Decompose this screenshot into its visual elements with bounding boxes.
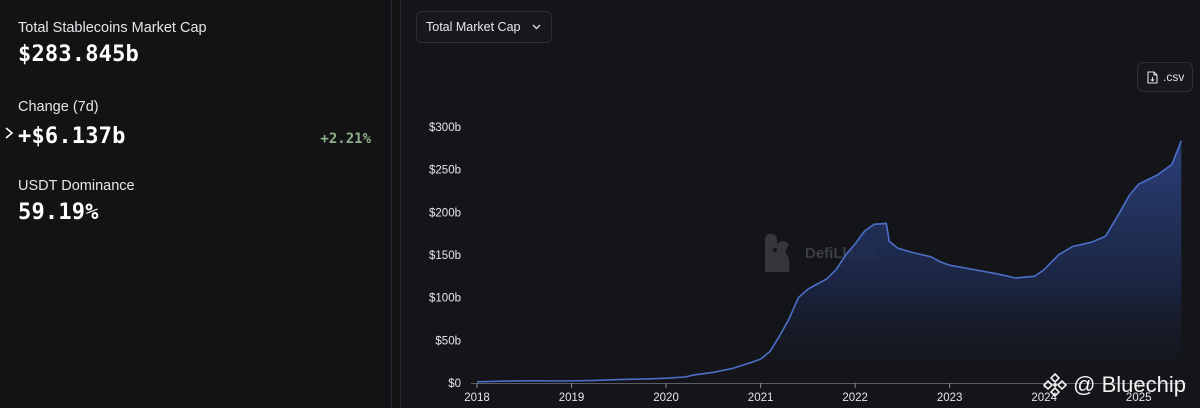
x-tick-label: 2020 [653,392,679,404]
file-icon [1147,70,1158,84]
data-point [760,358,762,360]
x-tick-label: 2024 [1031,392,1057,404]
series-area [477,140,1182,383]
data-point [996,273,998,275]
change-value: +$6.137b [18,124,126,149]
data-point [939,261,941,263]
brand-text: @ Bluechip [1073,372,1186,397]
data-point [589,380,591,382]
data-point [845,254,847,256]
data-point [665,377,667,379]
data-point [1128,194,1130,196]
data-point [797,297,799,299]
data-point [807,288,809,290]
y-tick-label: $0 [448,378,461,390]
data-point [1157,174,1159,176]
data-point [835,269,837,271]
x-tick-label: 2018 [464,392,490,404]
data-point [1034,275,1036,277]
data-point [885,222,887,224]
chart-panel: Total Market Cap .csv $0 $50b $100b $15 [400,0,1200,408]
metric-dropdown[interactable]: Total Market Cap [416,11,552,43]
y-tick-label: $150b [429,250,461,262]
data-point [769,350,771,352]
csv-label: .csv [1163,70,1185,84]
data-point [1138,183,1140,185]
data-point [911,251,913,253]
data-point [476,381,478,383]
data-point [826,278,828,280]
y-axis: $0 $50b $100b $150b $200b $250b $300b [429,122,461,390]
data-point [1171,164,1173,166]
y-tick-label: $200b [429,207,461,219]
y-tick-label: $50b [435,335,461,347]
data-point [1119,211,1121,213]
data-point [646,378,648,380]
dominance-label: USDT Dominance [18,178,135,194]
data-point [684,376,686,378]
change-percent: +2.21% [320,131,371,147]
dominance-value: 59.19% [18,200,99,225]
llama-logo-icon [765,234,790,272]
y-tick-label: $250b [429,165,461,177]
change-label: Change (7d) [18,99,99,115]
metric-dropdown-label: Total Market Cap [426,20,521,34]
data-point [897,247,899,249]
data-point [1043,269,1045,271]
market-cap-label: Total Stablecoins Market Cap [18,20,207,36]
data-point [618,379,620,381]
data-point [816,283,818,285]
data-point [873,223,875,225]
data-point [977,269,979,271]
x-tick-label: 2021 [748,392,774,404]
binance-logo-icon [1043,372,1068,398]
download-csv-button[interactable]: .csv [1137,62,1193,92]
x-tick-label: 2023 [937,392,963,404]
data-point [712,371,714,373]
data-point [504,380,506,382]
data-point [949,264,951,266]
data-point [693,374,695,376]
data-point [788,318,790,320]
data-point [1180,140,1182,142]
data-point [864,230,866,232]
chevron-right-icon[interactable] [3,126,15,140]
x-tick-label: 2022 [842,392,868,404]
x-axis: 2018 2019 2020 2021 2022 2023 2024 2025 [464,383,1186,404]
bluechip-brand: @ Bluechip [1042,372,1186,398]
market-cap-chart: $0 $50b $100b $150b $200b $250b $300b 2018 2019… [429,122,1186,404]
x-tick-label: 2019 [559,392,585,404]
data-point [1015,277,1017,279]
data-point [930,256,932,258]
data-point [750,362,752,364]
y-tick-label: $100b [429,293,461,305]
stats-panel: Total Stablecoins Market Cap $283.845b C… [0,0,392,408]
data-point [854,243,856,245]
data-point [731,368,733,370]
data-point [1072,246,1074,248]
data-point [533,380,535,382]
data-point [1057,254,1059,256]
data-point [779,335,781,337]
y-tick-label: $300b [429,122,461,134]
x-tick-label: 2025 [1126,392,1152,404]
data-point [1091,241,1093,243]
data-point [1105,235,1107,237]
data-point [561,380,563,382]
chevron-down-icon [532,24,541,30]
data-point [888,240,890,242]
market-cap-value: $283.845b [18,42,140,67]
series-line [476,140,1183,383]
